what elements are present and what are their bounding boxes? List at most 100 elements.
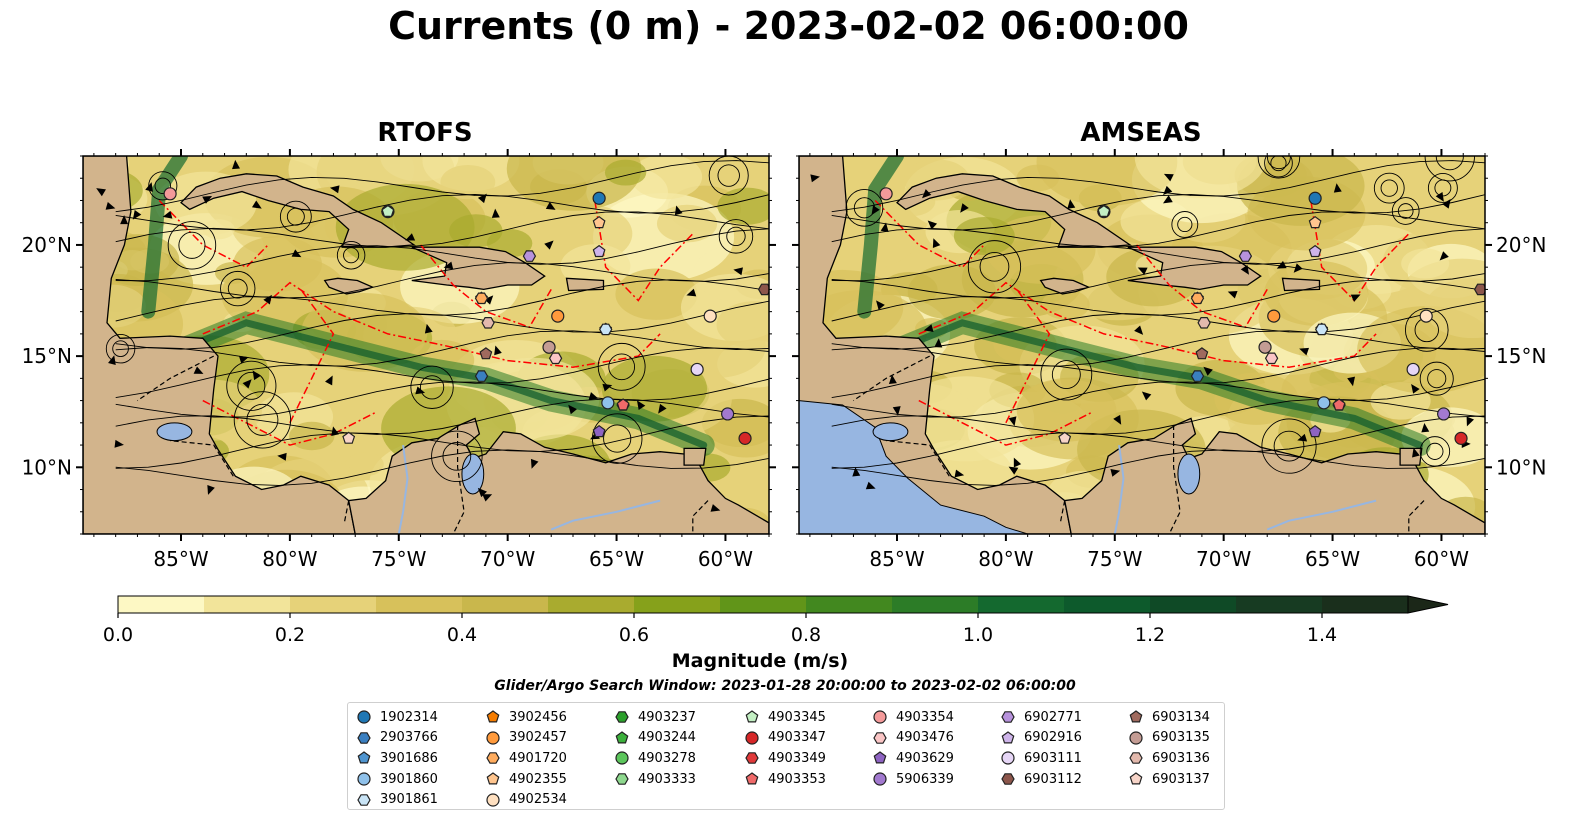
float-marker-6902771 <box>522 250 537 262</box>
float-marker-3901861 <box>599 323 613 336</box>
map-frame <box>798 155 1486 535</box>
legend-column: 1902314 2903766 3901686 3901860 3901861 <box>356 707 438 810</box>
legend-marker <box>486 752 500 765</box>
float-marker-5906339 <box>721 407 735 421</box>
legend-column: 6902771 6902916 6903111 6903112 <box>1000 707 1082 789</box>
legend-item-4903629: 4903629 <box>872 748 954 769</box>
lon-tick-label: 85°W <box>869 547 924 571</box>
circle-marker-icon <box>486 793 500 807</box>
colorbar-tick-label: 1.2 <box>1135 624 1165 646</box>
hexagon-marker-icon <box>357 793 371 806</box>
float-marker-6903111 <box>1406 362 1420 377</box>
legend-marker <box>745 731 759 745</box>
float-marker-6903135 <box>542 340 556 354</box>
legend-item-4903349: 4903349 <box>744 748 826 769</box>
circle-marker-icon <box>1129 731 1143 745</box>
lon-tick-label: 60°W <box>698 547 753 571</box>
legend-marker <box>615 731 629 744</box>
float-marker-3901860 <box>601 396 615 410</box>
legend-marker <box>1001 773 1015 785</box>
legend-item-5906339: 5906339 <box>872 769 954 790</box>
colorbar-tick-label: 0.8 <box>791 624 821 646</box>
legend-marker <box>357 751 371 764</box>
colorbar-tick-label: 0.0 <box>103 624 133 646</box>
legend-item-6902916: 6902916 <box>1000 728 1082 749</box>
float-marker-4902534 <box>1419 309 1433 323</box>
float-legend: 1902314 2903766 3901686 3901860 3901861 39024… <box>347 702 1225 810</box>
float-marker-6902771 <box>1238 250 1253 262</box>
float-marker-3901860 <box>1317 396 1331 410</box>
pentagon-marker-icon <box>1129 710 1143 723</box>
legend-marker <box>873 772 887 786</box>
circle-marker-icon <box>873 772 887 786</box>
hexagon-marker-icon <box>486 752 500 765</box>
hexagon-marker-icon <box>745 752 759 765</box>
pentagon-marker-icon <box>1129 772 1143 785</box>
legend-label: 4901720 <box>509 750 567 766</box>
hexagon-marker-icon <box>1001 711 1015 724</box>
lat-tick-label: 10°N <box>1496 455 1546 479</box>
legend-item-4902355: 4902355 <box>485 769 567 790</box>
legend-item-4903354: 4903354 <box>872 707 954 728</box>
legend-marker <box>1129 752 1143 765</box>
float-marker-4903345 <box>381 204 395 217</box>
lat-tick-label: 15°N <box>22 344 72 368</box>
legend-item-4903476: 4903476 <box>872 728 954 749</box>
legend-item-6903134: 6903134 <box>1128 707 1210 728</box>
legend-label: 3901686 <box>380 750 438 766</box>
float-marker-4901720 <box>474 292 489 305</box>
legend-marker <box>615 773 629 785</box>
colorbar-tick-label: 0.4 <box>447 624 477 646</box>
legend-label: 4903353 <box>768 771 826 787</box>
colorbar-tick-label: 0.6 <box>619 624 649 646</box>
circle-marker-icon <box>357 710 371 724</box>
float-marker-5906339 <box>1437 407 1451 421</box>
pentagon-marker-icon <box>1001 731 1015 744</box>
legend-marker <box>1129 710 1143 723</box>
float-marker-6903136 <box>481 317 495 329</box>
float-marker-6903137 <box>342 431 356 444</box>
legend-label: 6903136 <box>1152 750 1210 766</box>
legend-marker <box>486 772 500 785</box>
circle-marker-icon <box>486 731 500 745</box>
legend-item-3902456: 3902456 <box>485 707 567 728</box>
hexagon-marker-icon <box>615 773 629 785</box>
legend-item-4902534: 4902534 <box>485 789 567 810</box>
legend-marker <box>357 710 371 724</box>
lon-tick-label: 75°W <box>371 547 426 571</box>
legend-label: 4903629 <box>896 750 954 766</box>
lon-tick-label: 70°W <box>480 547 535 571</box>
float-marker-4901720 <box>1190 292 1205 305</box>
float-marker-6903111 <box>690 362 704 377</box>
legend-item-3901861: 3901861 <box>356 789 438 810</box>
legend-label: 3902456 <box>509 709 567 725</box>
lat-tick-label: 20°N <box>1496 233 1546 257</box>
colorbar-tick-label: 1.4 <box>1307 624 1337 646</box>
lon-tick-label: 65°W <box>589 547 644 571</box>
legend-label: 4903347 <box>768 730 826 746</box>
legend-marker <box>873 751 887 764</box>
hexagon-marker-icon <box>615 711 629 724</box>
legend-item-3902457: 3902457 <box>485 728 567 749</box>
lon-tick-label: 70°W <box>1196 547 1251 571</box>
legend-item-6903136: 6903136 <box>1128 748 1210 769</box>
legend-marker <box>486 793 500 807</box>
float-marker-6903134 <box>1195 347 1209 360</box>
lat-tick-label: 10°N <box>22 455 72 479</box>
map-panel-rtofs <box>83 156 769 534</box>
legend-item-4903347: 4903347 <box>744 728 826 749</box>
panel-title-rtofs: RTOFS <box>377 118 473 148</box>
float-marker-6903135 <box>1258 340 1272 354</box>
legend-label: 6902771 <box>1024 709 1082 725</box>
legend-marker <box>1001 711 1015 724</box>
float-marker-4903347 <box>738 431 752 445</box>
float-marker-4903353 <box>1332 398 1346 411</box>
float-marker-4903629 <box>592 424 606 438</box>
map-frame <box>82 155 770 535</box>
hexagon-marker-icon <box>1129 752 1143 765</box>
pentagon-marker-icon <box>615 731 629 744</box>
legend-label: 4903278 <box>638 750 696 766</box>
legend-label: 4903354 <box>896 709 954 725</box>
float-marker-4903354 <box>879 187 893 201</box>
float-marker-4903476 <box>548 352 563 365</box>
